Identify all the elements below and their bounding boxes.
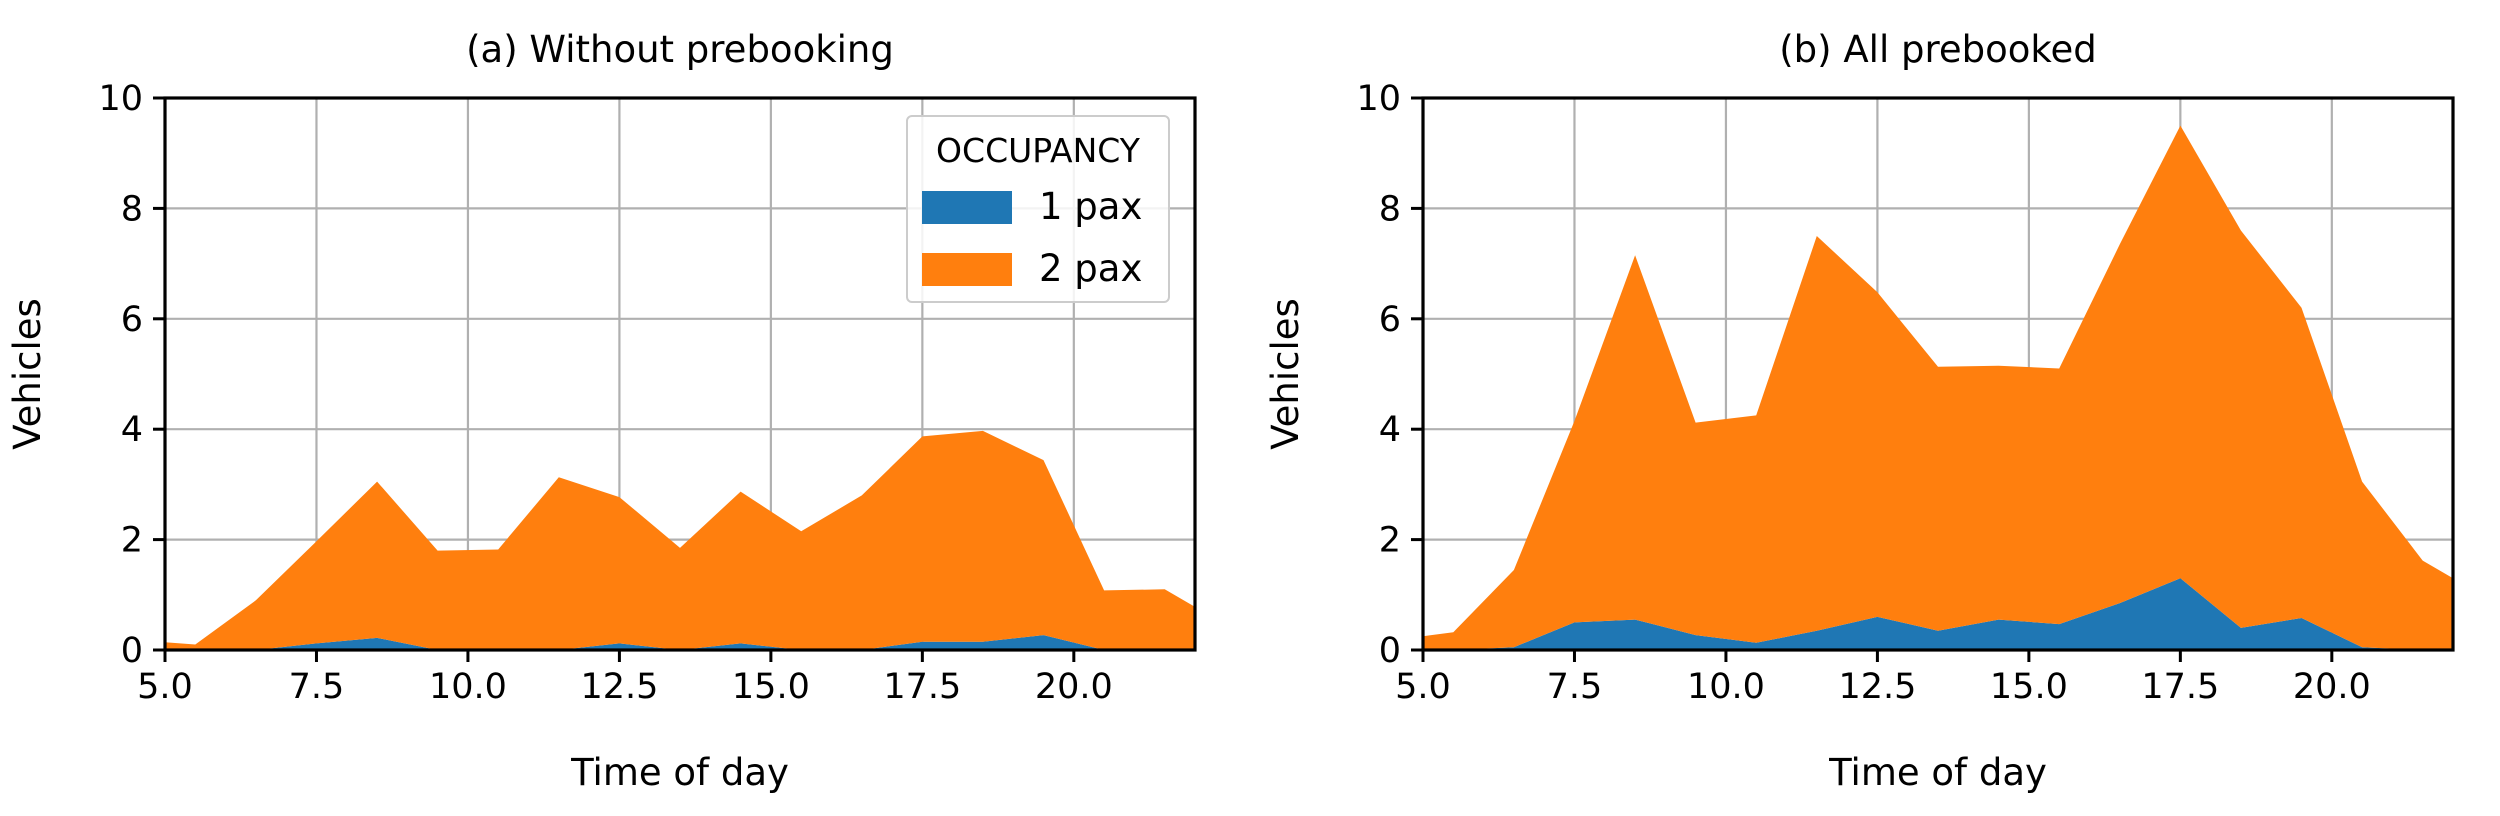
legend-title: OCCUPANCY [936,131,1141,170]
legend-entry-label: 2 pax [1039,247,1142,290]
y-tick-label: 2 [121,521,143,561]
legend-swatch-1-pax [922,191,1012,224]
x-tick-label: 12.5 [1838,667,1916,707]
chart-title: (b) All prebooked [1779,28,2097,71]
y-tick-label: 8 [121,189,143,229]
x-tick-label: 20.0 [1035,667,1113,707]
legend: OCCUPANCY 1 pax 2 pax [906,115,1170,303]
x-tick-label: 12.5 [580,667,658,707]
legend-entry-label: 1 pax [1039,185,1142,228]
y-tick-label: 6 [1379,300,1401,340]
x-tick-label: 10.0 [429,667,507,707]
axes-frame [1421,96,2455,652]
x-tick-label: 7.5 [289,667,345,707]
x-tick-label: 15.0 [732,667,810,707]
x-tick-label: 10.0 [1687,667,1765,707]
y-axis-label: Vehicles [6,298,49,450]
x-tick-label: 17.5 [883,667,961,707]
area-series-1-pax [165,635,1195,650]
x-tick-label: 5.0 [1395,667,1451,707]
y-tick-label: 10 [98,79,143,119]
y-tick-label: 8 [1379,189,1401,229]
y-tick-label: 4 [1379,410,1401,450]
y-tick-label: 0 [1379,631,1401,671]
y-tick-label: 6 [121,300,143,340]
x-axis-label: Time of day [1828,751,2047,794]
x-tick-label: 20.0 [2293,667,2371,707]
y-tick-label: 4 [121,410,143,450]
axes-frame [163,96,1197,652]
legend-swatch-2-pax [922,253,1012,286]
area-series-2-pax [1423,125,2453,650]
x-tick-label: 7.5 [1547,667,1603,707]
area-series-2-pax [165,430,1195,650]
x-axis-label: Time of day [570,751,789,794]
chart-panel-b: 5.0 7.5 10.0 12.5 15.0 17.5 20.0 0 2 4 6 8 10 (b) All… [1264,28,2455,794]
chart-panel-a: 5.0 7.5 10.0 12.5 15.0 17.5 20.0 0 2 4 6 8 10 (a) Wit… [6,28,1197,794]
chart-title: (a) Without prebooking [466,28,894,71]
area-series-1-pax [1423,578,2453,650]
y-axis-label: Vehicles [1264,298,1307,450]
y-tick-label: 2 [1379,521,1401,561]
x-tick-label: 5.0 [137,667,193,707]
x-tick-label: 17.5 [2141,667,2219,707]
y-tick-label: 10 [1356,79,1401,119]
x-tick-label: 15.0 [1990,667,2068,707]
y-tick-label: 0 [121,631,143,671]
